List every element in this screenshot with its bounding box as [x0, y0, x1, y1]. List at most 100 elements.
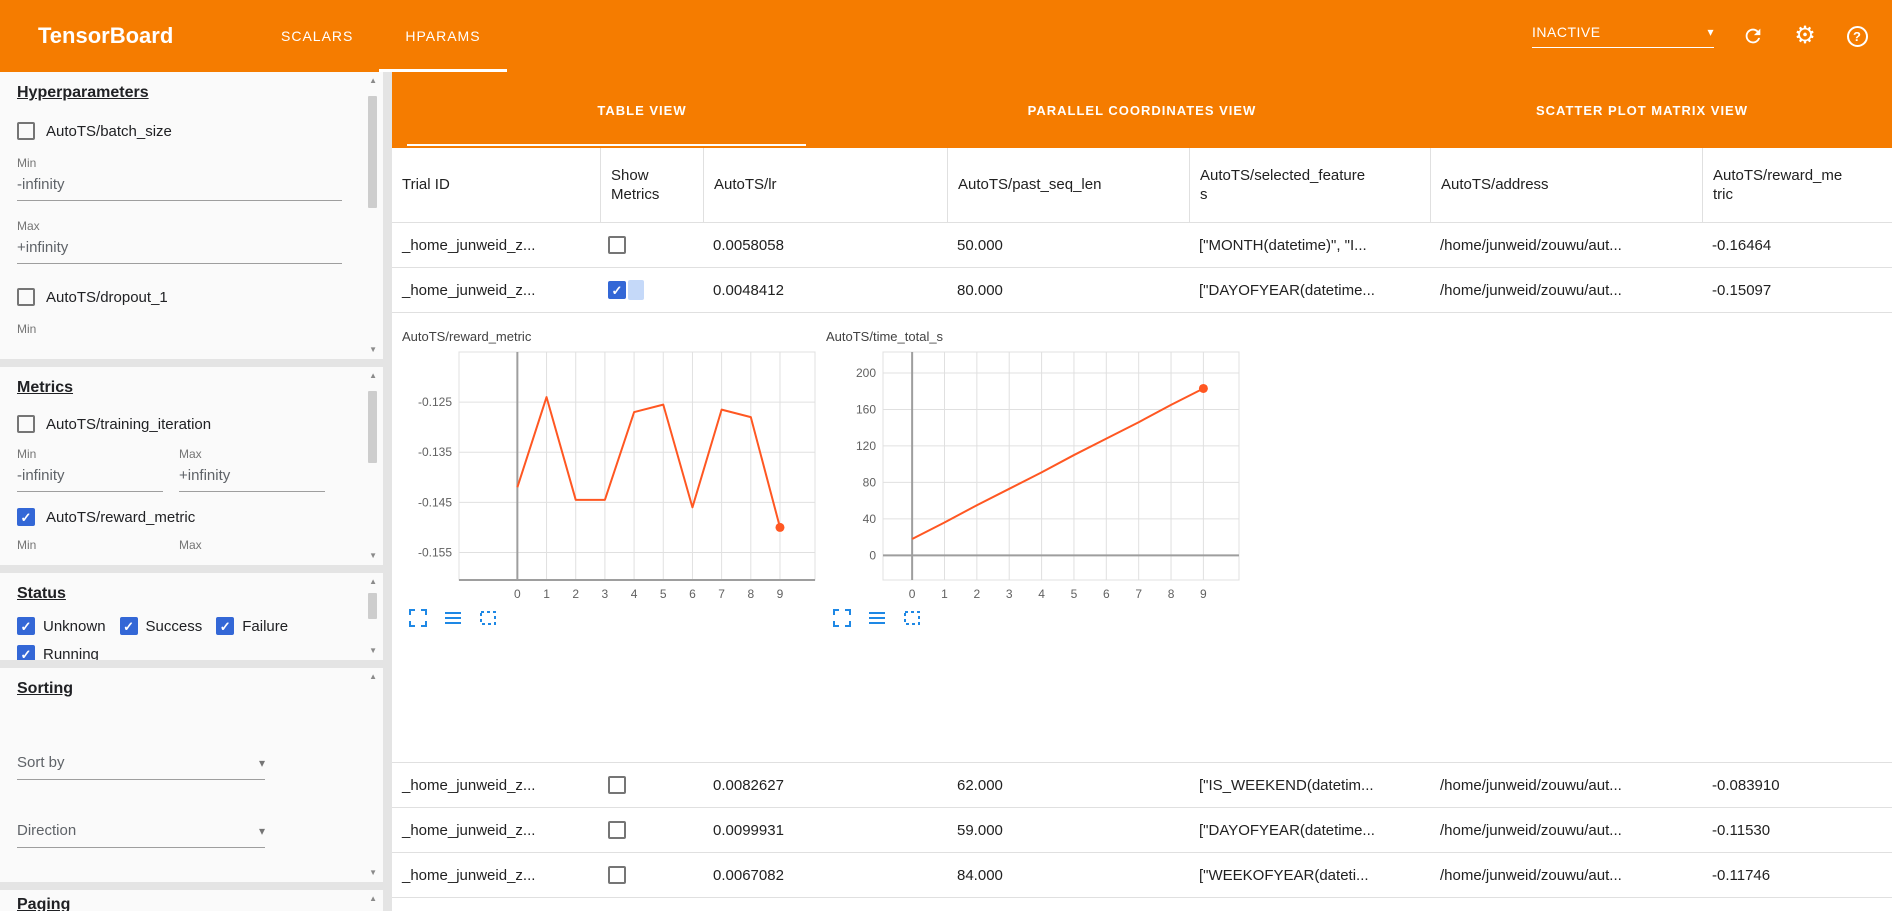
status-checkbox[interactable] — [216, 617, 235, 635]
app-header: TensorBoard SCALARS HPARAMS INACTIVE ▾ ⚙… — [0, 0, 1892, 72]
max-input[interactable]: +infinity — [17, 233, 342, 264]
scrollbar-thumb[interactable] — [368, 96, 377, 208]
scrollbar[interactable]: ▲ — [365, 890, 377, 911]
show-metrics-checkbox[interactable] — [608, 236, 626, 254]
metrics-charts-row: AutoTS/reward_metric -0.125 -0.135 -0.145-… — [392, 313, 1892, 763]
show-metrics-checkbox[interactable] — [608, 776, 626, 794]
col-header-autots-past-seq-len: AutoTS/past_seq_len — [947, 148, 1189, 222]
yaxis-lines-icon[interactable] — [443, 608, 463, 628]
max-input[interactable]: +infinity — [179, 461, 325, 492]
status-checkbox[interactable] — [119, 617, 138, 635]
param-label: AutoTS/batch_size — [46, 122, 172, 140]
sort-by-dropdown[interactable]: Sort by ▾ — [17, 754, 265, 780]
scrollbar[interactable]: ▲ ▼ — [365, 367, 377, 565]
status-options-row: Unknown Success Failure — [17, 617, 383, 635]
scroll-up-icon[interactable]: ▲ — [369, 76, 377, 85]
scroll-down-icon[interactable]: ▼ — [369, 345, 377, 354]
scroll-up-icon[interactable]: ▲ — [369, 371, 377, 380]
cell-trial-id: _home_junweid_z... — [402, 866, 536, 884]
fullscreen-icon[interactable] — [832, 608, 852, 628]
metric-checkbox[interactable] — [17, 508, 35, 526]
scroll-up-icon[interactable]: ▲ — [369, 577, 377, 586]
header-nav: SCALARS HPARAMS — [255, 0, 507, 72]
reward-metric-line-chart[interactable]: -0.125 -0.135 -0.145 -0.155 0 1 2 3 4 5 6 7 8 9 — [402, 348, 822, 602]
tab-hparams[interactable]: HPARAMS — [379, 0, 507, 72]
cell-selected-features: ["WEEKOFYEAR(dateti... — [1199, 866, 1369, 884]
cell-selected-features: ["DAYOFYEAR(datetime... — [1199, 281, 1375, 299]
cell-past-seq-len: 62.000 — [957, 776, 1003, 794]
sorting-panel: Sorting Sort by ▾ Direction ▾ ▲ ▼ — [0, 668, 383, 882]
scroll-down-icon[interactable]: ▼ — [369, 646, 377, 655]
cell-selected-features: ["MONTH(datetime)", "I... — [1199, 236, 1367, 254]
tab-scatter-plot-matrix-view[interactable]: SCATTER PLOT MATRIX VIEW — [1535, 102, 1748, 118]
sort-by-label: Sort by — [17, 754, 65, 771]
cell-show-metrics — [600, 223, 703, 267]
status-option-failure[interactable]: Failure — [216, 617, 288, 635]
gear-icon: ⚙ — [1794, 22, 1816, 49]
scroll-down-icon[interactable]: ▼ — [369, 868, 377, 877]
cell-past-seq-len: 50.000 — [957, 236, 1003, 254]
scroll-up-icon[interactable]: ▲ — [369, 672, 377, 681]
help-icon[interactable]: ? — [1844, 23, 1870, 49]
show-metrics-checkbox[interactable] — [608, 821, 626, 839]
table-row: _home_junweid_z... 0.0082627 62.000 ["IS_WE… — [392, 763, 1892, 808]
tab-scalars[interactable]: SCALARS — [281, 28, 354, 44]
show-metrics-checkbox[interactable] — [608, 866, 626, 884]
svg-text:8: 8 — [1168, 587, 1175, 601]
status-option-success[interactable]: Success — [119, 617, 202, 635]
status-label: Failure — [242, 617, 289, 635]
svg-text:-0.135: -0.135 — [418, 445, 452, 459]
param-checkbox[interactable] — [17, 122, 35, 140]
show-metrics-checkbox[interactable] — [608, 281, 626, 299]
svg-text:4: 4 — [1038, 587, 1045, 601]
svg-text:0: 0 — [514, 587, 521, 601]
min-input[interactable]: -infinity — [17, 170, 342, 201]
status-label: Unknown — [43, 617, 106, 635]
scrollbar[interactable]: ▲ ▼ — [365, 72, 377, 359]
status-option-running[interactable]: Running — [17, 645, 99, 660]
cell-reward-metric: -0.11746 — [1712, 866, 1771, 884]
app-title: TensorBoard — [38, 23, 174, 48]
marquee-zoom-icon[interactable] — [902, 608, 922, 628]
svg-text:40: 40 — [863, 512, 877, 526]
cell-lr: 0.0067082 — [713, 866, 784, 884]
min-label: Min — [17, 156, 37, 170]
max-label: Max — [179, 538, 202, 552]
scrollbar-thumb[interactable] — [368, 391, 377, 463]
max-label: Max — [17, 219, 40, 233]
time-total-line-chart[interactable]: 0 40 80 120 160 200 0 1 2 3 4 5 6 7 8 9 — [826, 348, 1246, 602]
status-checkbox[interactable] — [17, 645, 35, 660]
svg-text:2: 2 — [572, 587, 579, 601]
table-rows-top: _home_junweid_z... 0.0058058 50.000 ["MONTH… — [392, 223, 1892, 313]
direction-dropdown[interactable]: Direction ▾ — [17, 822, 265, 848]
scroll-down-icon[interactable]: ▼ — [369, 551, 377, 560]
cell-address: /home/junweid/zouwu/aut... — [1440, 236, 1622, 254]
tab-parallel-coordinates-view[interactable]: PARALLEL COORDINATES VIEW — [1027, 102, 1257, 118]
status-option-unknown[interactable]: Unknown — [17, 617, 106, 635]
status-options-row: Running — [17, 645, 383, 660]
metric-checkbox[interactable] — [17, 415, 35, 433]
status-checkbox[interactable] — [17, 617, 35, 635]
cell-show-metrics — [600, 268, 703, 312]
refresh-icon[interactable] — [1740, 23, 1766, 49]
cell-trial-id: _home_junweid_z... — [402, 821, 536, 839]
scrollbar[interactable]: ▲ ▼ — [365, 573, 377, 660]
status-dropdown[interactable]: INACTIVE ▾ — [1532, 24, 1714, 48]
yaxis-lines-icon[interactable] — [867, 608, 887, 628]
content: Hyperparameters AutoTS/batch_size Min -i… — [0, 72, 1892, 911]
svg-text:80: 80 — [863, 475, 877, 489]
fullscreen-icon[interactable] — [408, 608, 428, 628]
chart-block-reward-metric: AutoTS/reward_metric -0.125 -0.135 -0.145-… — [402, 325, 826, 762]
metric-label: AutoTS/reward_metric — [46, 508, 196, 526]
settings-icon[interactable]: ⚙ — [1792, 23, 1818, 49]
min-input[interactable]: -infinity — [17, 461, 163, 492]
scrollbar[interactable]: ▲ ▼ — [365, 668, 377, 882]
sorting-heading: Sorting — [17, 680, 73, 697]
svg-text:2: 2 — [974, 587, 981, 601]
tab-table-view[interactable]: TABLE VIEW — [392, 72, 892, 148]
param-checkbox[interactable] — [17, 288, 35, 306]
view-tabs: TABLE VIEW PARALLEL COORDINATES VIEW SCA… — [392, 72, 1892, 148]
marquee-zoom-icon[interactable] — [478, 608, 498, 628]
scrollbar-thumb[interactable] — [368, 593, 377, 619]
scroll-up-icon[interactable]: ▲ — [369, 894, 377, 903]
